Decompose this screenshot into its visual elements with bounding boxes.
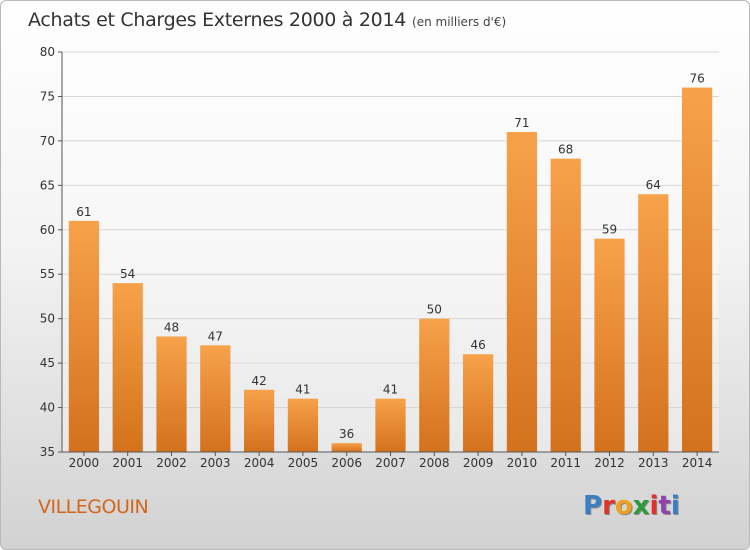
- data-label: 54: [120, 267, 135, 281]
- logo-letter: x: [632, 491, 650, 521]
- y-tick-label: 45: [40, 356, 55, 370]
- y-tick-label: 75: [40, 89, 55, 103]
- data-label: 41: [295, 383, 310, 397]
- data-label: 42: [251, 374, 266, 388]
- x-tick-label: 2005: [288, 456, 319, 470]
- data-label: 61: [76, 205, 91, 219]
- logo-letter: i: [649, 491, 659, 521]
- chart-title-text: Achats et Charges Externes 2000 à 2014: [28, 9, 407, 31]
- bar-2002: [156, 336, 187, 452]
- x-tick-label: 2012: [594, 456, 625, 470]
- bar-2014: [681, 87, 713, 453]
- data-label: 59: [602, 223, 617, 237]
- data-label: 68: [558, 143, 573, 157]
- y-tick-label: 60: [40, 223, 55, 237]
- y-tick-label: 35: [40, 445, 55, 459]
- data-label: 64: [646, 178, 661, 192]
- x-tick-label: 2008: [419, 456, 450, 470]
- data-label: 50: [427, 303, 442, 317]
- y-tick-label: 80: [40, 45, 55, 59]
- bar-2007: [375, 398, 406, 452]
- x-tick-label: 2013: [638, 456, 669, 470]
- data-label: 47: [208, 329, 223, 343]
- proxiti-logo: Proxiti: [583, 491, 680, 521]
- y-tick-label: 70: [40, 134, 55, 148]
- x-tick-label: 2009: [463, 456, 494, 470]
- bar-2008: [419, 318, 450, 452]
- logo-letter: r: [602, 491, 615, 521]
- x-tick-label: 2004: [244, 456, 275, 470]
- data-label: 48: [164, 320, 179, 334]
- bar-2006: [331, 443, 362, 452]
- y-tick-label: 40: [40, 401, 55, 415]
- bar-2009: [462, 354, 494, 452]
- bar-2003: [200, 345, 231, 452]
- chart-subtitle: (en milliers d'€): [412, 15, 507, 29]
- data-label: 36: [339, 427, 354, 441]
- x-tick-label: 2000: [69, 456, 100, 470]
- logo-letter: i: [670, 491, 680, 521]
- x-tick-label: 2006: [331, 456, 362, 470]
- town-name: VILLEGOUIN: [38, 496, 149, 518]
- data-label: 41: [383, 383, 398, 397]
- bar-2010: [506, 132, 538, 452]
- y-tick-label: 55: [40, 267, 55, 281]
- x-tick-label: 2003: [200, 456, 231, 470]
- x-tick-label: 2007: [375, 456, 406, 470]
- chart-title: Achats et Charges Externes 2000 à 2014 (e…: [28, 9, 506, 31]
- bar-2005: [287, 398, 319, 452]
- data-label: 71: [514, 116, 529, 130]
- y-tick-label: 50: [40, 312, 55, 326]
- x-tick-label: 2014: [682, 456, 713, 470]
- data-label: 46: [470, 338, 485, 352]
- bar-2000: [68, 220, 100, 452]
- x-tick-label: 2011: [550, 456, 581, 470]
- y-tick-label: 65: [40, 178, 55, 192]
- bar-2004: [243, 389, 275, 452]
- data-label: 76: [689, 72, 704, 86]
- logo-letter: P: [583, 491, 603, 521]
- bar-2013: [638, 194, 669, 452]
- logo-letter: o: [614, 491, 633, 521]
- bar-2001: [112, 283, 143, 452]
- logo-letter: t: [658, 491, 671, 521]
- x-tick-label: 2002: [156, 456, 187, 470]
- x-tick-label: 2001: [112, 456, 143, 470]
- x-tick-label: 2010: [507, 456, 538, 470]
- bar-2011: [550, 158, 581, 452]
- bar-2012: [594, 238, 625, 452]
